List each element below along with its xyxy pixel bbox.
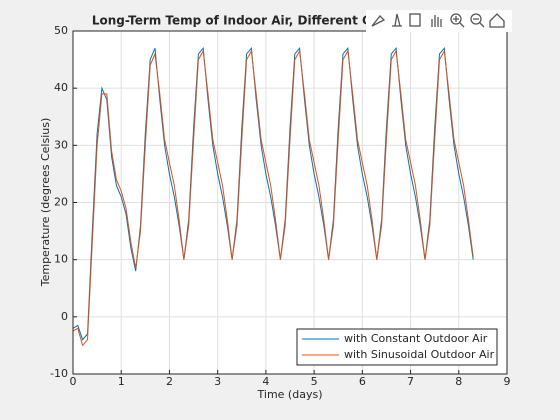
legend-label: with Constant Outdoor Air <box>344 332 488 345</box>
y-tick-label: 50 <box>54 24 68 37</box>
legend: with Constant Outdoor Air with Sinusoidal… <box>296 328 498 366</box>
y-tick-label: -10 <box>50 367 68 380</box>
toolbar-bg <box>366 10 512 32</box>
x-tick-label: 8 <box>455 375 462 388</box>
x-tick-label: 7 <box>407 375 414 388</box>
x-axis-label: Time (days) <box>257 388 323 401</box>
x-tick-label: 9 <box>504 375 511 388</box>
legend-label: with Sinusoidal Outdoor Air <box>344 348 495 361</box>
zoom-out-icon[interactable] <box>470 13 482 25</box>
x-tick-label: 1 <box>118 375 125 388</box>
series-line <box>72 46 474 341</box>
x-tick-label: 4 <box>262 375 269 388</box>
zoom-in-icon[interactable] <box>450 13 462 25</box>
x-tick-label: 5 <box>311 375 318 388</box>
y-axis-label: Temperature (degrees Celsius) <box>39 118 52 288</box>
y-tick-label: 30 <box>54 138 68 151</box>
x-tick-label: 0 <box>70 375 77 388</box>
legend-box <box>296 328 498 366</box>
y-tick-label: 20 <box>54 196 68 209</box>
y-tick-label: 0 <box>61 310 68 323</box>
brush-icon[interactable] <box>371 15 386 27</box>
series-line <box>72 49 474 347</box>
toolbar[interactable] <box>366 10 512 32</box>
data-tip-icon[interactable] <box>392 13 402 27</box>
x-tick-label: 2 <box>166 375 173 388</box>
x-tick-label: 3 <box>214 375 221 388</box>
y-tick-label: 40 <box>54 81 68 94</box>
x-tick-label: 6 <box>359 375 366 388</box>
home-icon[interactable] <box>489 13 505 28</box>
y-tick-label: 10 <box>54 253 68 266</box>
pan-icon[interactable] <box>431 15 442 27</box>
insert-icon[interactable] <box>409 13 421 27</box>
